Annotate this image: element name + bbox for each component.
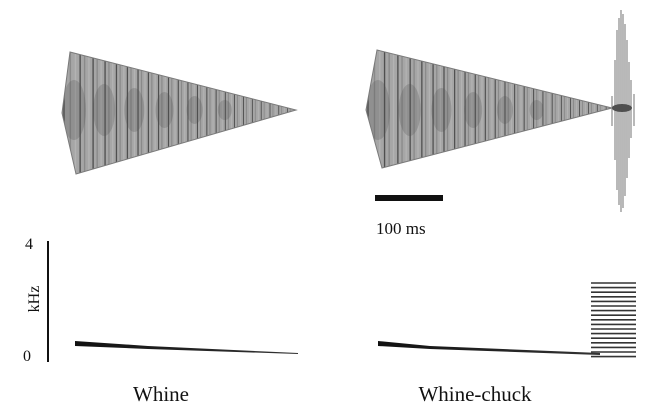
whine-frequency-sweep <box>75 341 298 354</box>
whine-chuck-spectrogram <box>378 282 636 358</box>
whine-wave-cycle-lobe <box>124 88 145 132</box>
whine-oscillogram <box>61 51 298 175</box>
whine-wave-cycle-lobe <box>62 80 86 140</box>
whine-chuck-wave-cycle-lobe <box>464 92 483 128</box>
scale-bar-label: 100 ms <box>376 219 426 238</box>
frequency-axis: 4 0 kHz <box>23 236 49 365</box>
whine-spectrogram <box>75 341 298 354</box>
chuck-harmonic-stack <box>591 282 636 358</box>
panel-label-whine: Whine <box>133 382 189 406</box>
whine-chuck-wave-cycle-lobe <box>496 96 513 124</box>
whine-wave-cycle-lobe <box>217 100 232 120</box>
panel-label-whine-chuck: Whine-chuck <box>418 382 532 406</box>
whine-chuck-wave-cycle-lobe <box>431 88 452 132</box>
chuck-core <box>612 104 632 112</box>
whine-wave-cycle-lobe <box>93 84 116 136</box>
whine-wave-cycle-lobe <box>186 96 203 124</box>
whine-chuck-oscillogram <box>365 10 635 212</box>
whine-chuck-wave-cycle-lobe <box>398 84 421 136</box>
frequency-tick-max: 4 <box>25 236 33 253</box>
frequency-tick-zero: 0 <box>23 348 31 365</box>
whine-chuck-waveform-outline <box>365 49 613 169</box>
time-scale-bar: 100 ms <box>375 195 443 238</box>
chuck-burst-oscillogram <box>611 10 635 212</box>
frequency-axis-label: kHz <box>26 286 43 313</box>
whine-wave-cycle-lobe <box>155 92 174 128</box>
whine-waveform-outline <box>61 51 298 175</box>
whine-chuck-frequency-sweep <box>378 341 600 355</box>
scale-bar-line <box>375 195 443 201</box>
whine-chuck-wave-cycle-lobe <box>366 80 390 140</box>
whine-chuck-wave-cycle-lobe <box>529 100 544 120</box>
